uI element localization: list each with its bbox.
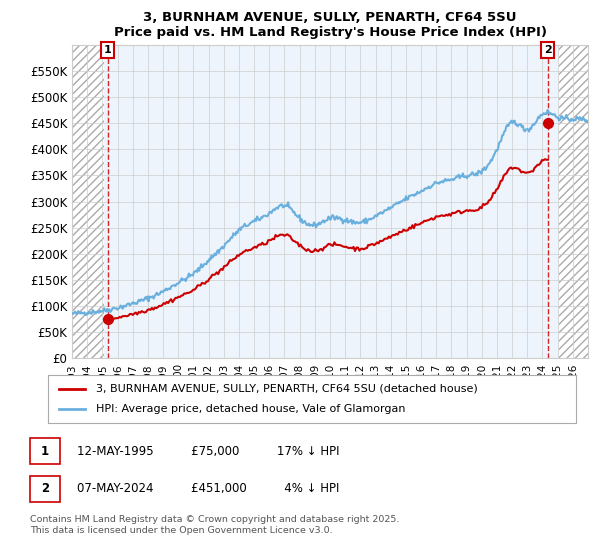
Text: 07-MAY-2024          £451,000          4% ↓ HPI: 07-MAY-2024 £451,000 4% ↓ HPI (77, 482, 339, 495)
Bar (30, 475, 61, 502)
Text: 2: 2 (544, 45, 551, 55)
Text: 1: 1 (104, 45, 112, 55)
Text: Contains HM Land Registry data © Crown copyright and database right 2025.
This d: Contains HM Land Registry data © Crown c… (30, 515, 400, 535)
Bar (72, 45, 104, 358)
Text: 3, BURNHAM AVENUE, SULLY, PENARTH, CF64 5SU (detached house): 3, BURNHAM AVENUE, SULLY, PENARTH, CF64 … (95, 384, 477, 394)
Text: 2: 2 (41, 482, 49, 495)
Text: HPI: Average price, detached house, Vale of Glamorgan: HPI: Average price, detached house, Vale… (95, 404, 405, 414)
Bar (559, 45, 588, 358)
Bar (30, 438, 61, 464)
Text: 1: 1 (41, 445, 49, 458)
Title: 3, BURNHAM AVENUE, SULLY, PENARTH, CF64 5SU
Price paid vs. HM Land Registry's Ho: 3, BURNHAM AVENUE, SULLY, PENARTH, CF64 … (113, 11, 547, 39)
Text: 12-MAY-1995          £75,000          17% ↓ HPI: 12-MAY-1995 £75,000 17% ↓ HPI (77, 445, 340, 458)
